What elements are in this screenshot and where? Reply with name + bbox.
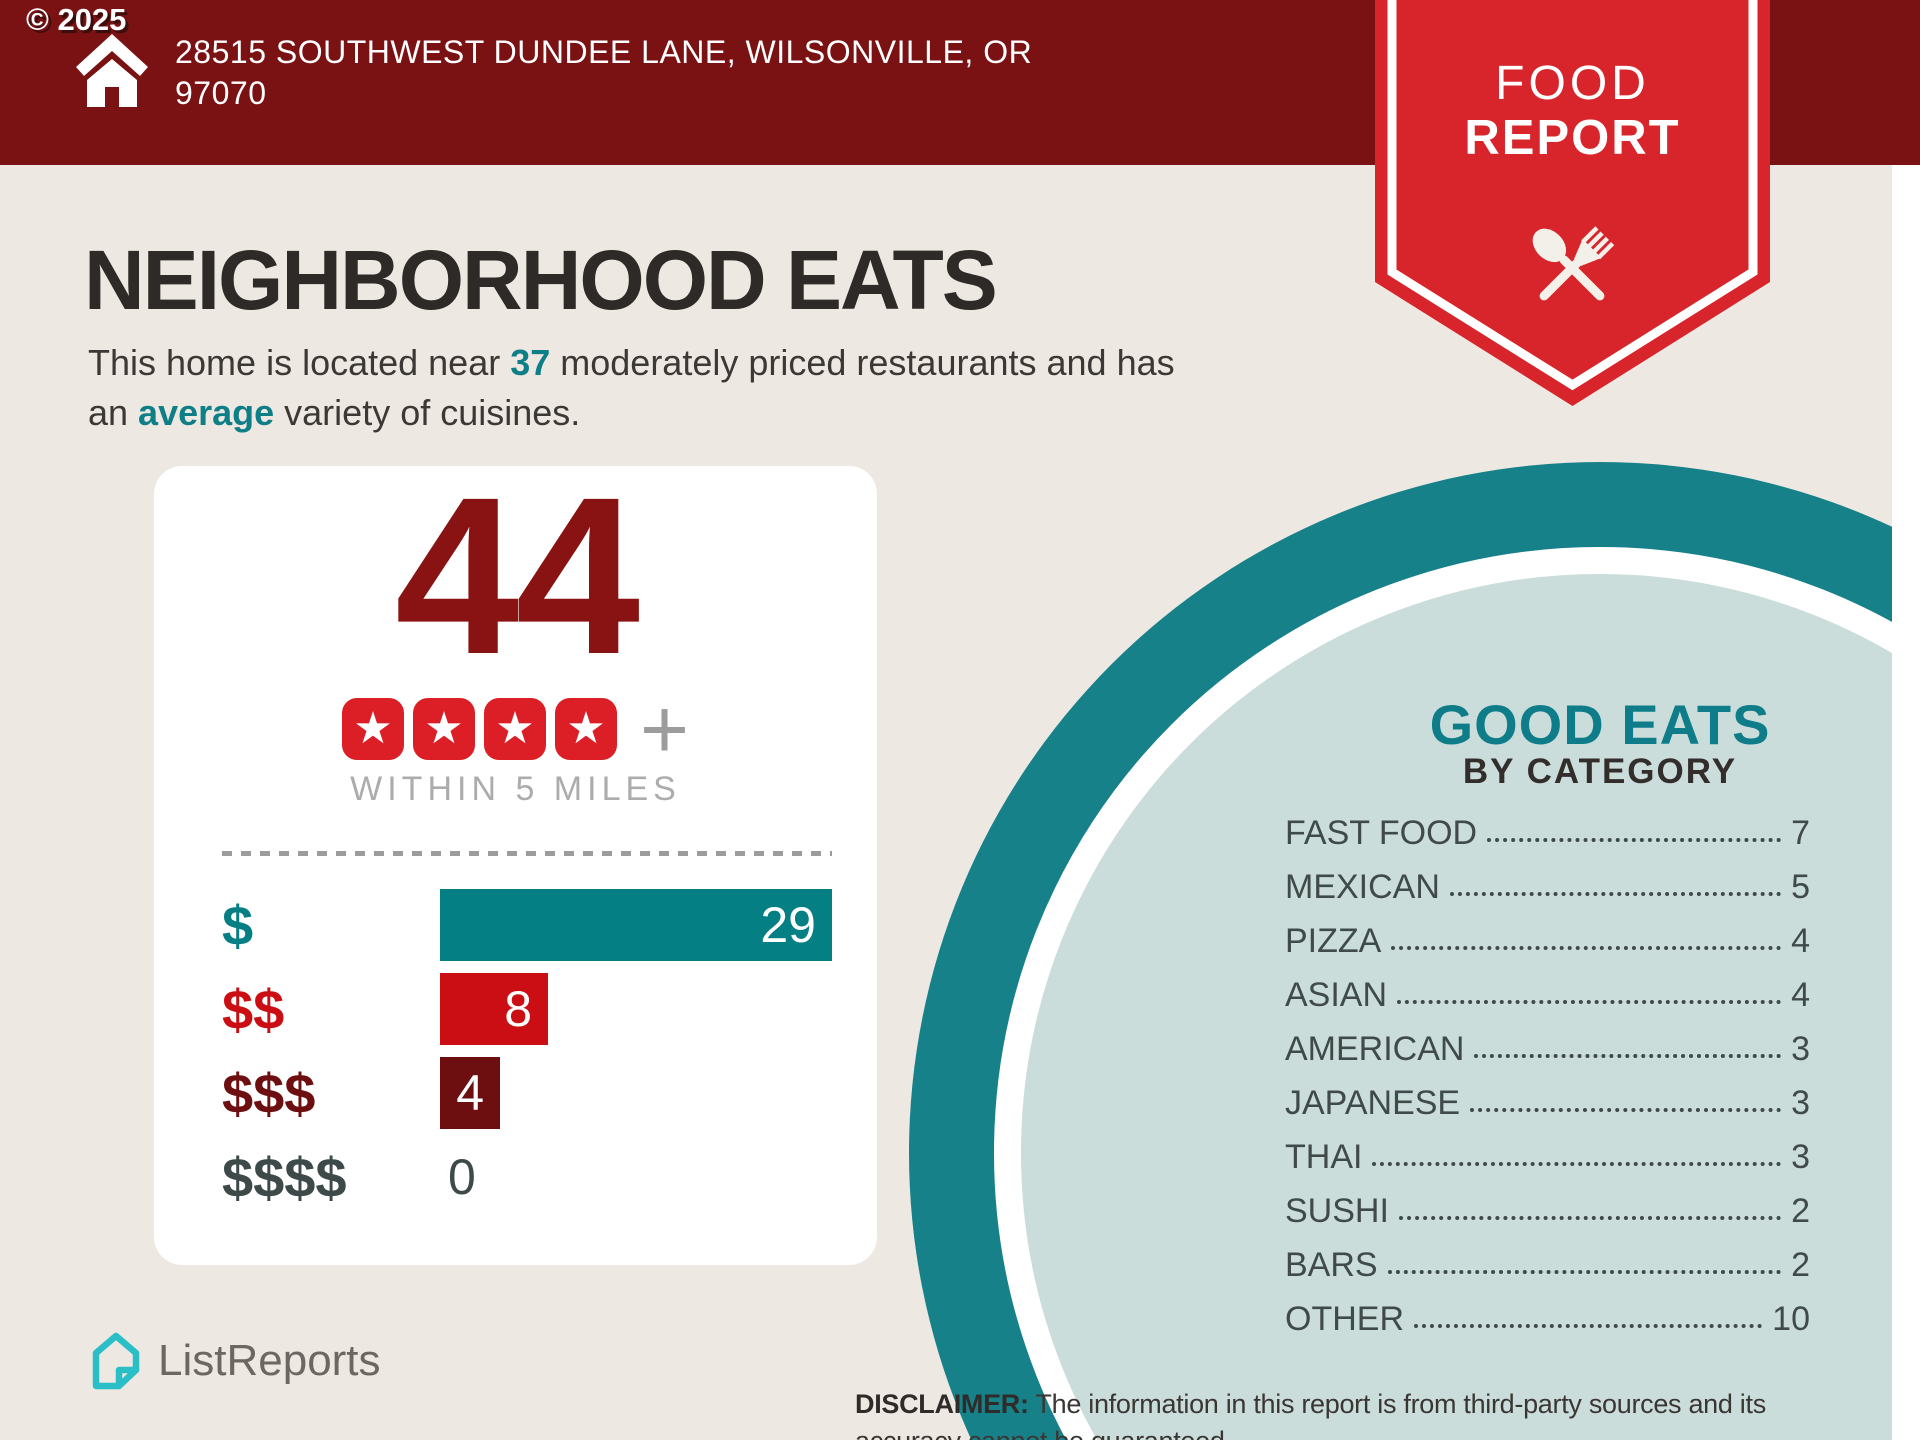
price-tier-label: $: [222, 893, 254, 957]
category-row: THAI 3: [1285, 1130, 1810, 1184]
price-tier-value: 0: [448, 1149, 476, 1205]
dotted-leader: [1372, 1162, 1782, 1166]
dotted-leader: [1387, 1270, 1782, 1274]
category-row: MEXICAN 5: [1285, 860, 1810, 914]
category-count: 2: [1791, 1245, 1810, 1284]
category-count: 4: [1791, 975, 1810, 1014]
dotted-leader: [1398, 1216, 1782, 1220]
price-tier-label: $$: [222, 977, 285, 1041]
listreports-wordmark: ListReports: [158, 1336, 381, 1385]
address-line-1: 28515 SOUTHWEST DUNDEE LANE, WILSONVILLE…: [175, 34, 1033, 70]
category-count: 4: [1791, 921, 1810, 960]
price-tier-value: 4: [456, 1065, 484, 1121]
price-tier-label: $$$$: [222, 1145, 347, 1209]
category-row: JAPANESE 3: [1285, 1076, 1810, 1130]
price-tier-value: 29: [760, 897, 816, 953]
price-tier-row: $$ 8: [222, 973, 832, 1045]
restaurant-stats-card: 44 ★ ★ ★ ★ + WITHIN 5 MILES $29 $$ 8 $$$ 4 $$$$ 0: [154, 451, 877, 1265]
plus-icon: +: [639, 682, 690, 776]
category-row: ASIAN 4: [1285, 968, 1810, 1022]
good-eats-subtitle: BY CATEGORY: [1462, 752, 1738, 791]
price-tier-bar-chart: $29 $$ 8 $$$ 4 $$$$ 0: [222, 889, 832, 1225]
category-label: PIZZA: [1285, 921, 1382, 960]
copyright-watermark: © 2025: [26, 2, 127, 37]
category-count-list: FAST FOOD 7 MEXICAN 5 PIZZA 4 ASIAN 4 AMERICAN 3 J…: [1285, 806, 1810, 1346]
category-count: 2: [1791, 1191, 1810, 1230]
category-label: FAST FOOD: [1285, 813, 1478, 852]
price-tier-bar: 8: [440, 973, 548, 1045]
disclaimer-label: DISCLAIMER:: [855, 1389, 1029, 1419]
price-tier-row: $$$$ 0: [222, 1141, 832, 1213]
category-label: ASIAN: [1285, 975, 1388, 1014]
price-tier-value: 8: [504, 981, 532, 1037]
price-tier-bar: 29: [440, 889, 832, 961]
intro-seg1: This home is located near: [88, 342, 511, 383]
dotted-leader: [1474, 1054, 1782, 1058]
category-count: 5: [1791, 867, 1810, 906]
disclaimer-line-1: DISCLAIMER: The information in this repo…: [855, 1386, 1766, 1423]
category-count: 3: [1791, 1029, 1810, 1068]
food-report-ribbon: FOOD REPORT: [1375, 0, 1770, 410]
listreports-logo: ListReports: [88, 1330, 381, 1392]
category-row: AMERICAN 3: [1285, 1022, 1810, 1076]
price-tier-label: $$$: [222, 1061, 316, 1125]
ribbon-label-report: REPORT: [1464, 111, 1681, 165]
category-label: THAI: [1285, 1137, 1363, 1176]
category-label: OTHER: [1285, 1299, 1404, 1338]
property-address: 28515 SOUTHWEST DUNDEE LANE, WILSONVILLE…: [175, 32, 1032, 114]
price-tier-row: $$$ 4: [222, 1057, 832, 1129]
radius-label: WITHIN 5 MILES: [350, 770, 681, 808]
good-eats-title: GOOD EATS: [1429, 693, 1771, 756]
ribbon-shape: [1375, 0, 1770, 406]
dotted-leader: [1397, 1000, 1782, 1004]
category-label: MEXICAN: [1285, 867, 1440, 906]
intro-seg2: moderately priced restaurants and has an: [88, 342, 1175, 433]
category-label: JAPANESE: [1285, 1083, 1461, 1122]
variety-highlight: average: [138, 392, 275, 433]
ribbon-label-food: FOOD: [1495, 57, 1650, 110]
category-count: 10: [1772, 1299, 1810, 1338]
star-rating: ★ ★ ★ ★ +: [154, 682, 877, 776]
listreports-house-icon: [92, 1332, 140, 1390]
price-tier-bar: 4: [440, 1057, 500, 1129]
home-icon: [76, 34, 148, 107]
total-restaurant-count: 44: [394, 451, 640, 701]
page-title: NEIGHBORHOOD EATS: [84, 233, 998, 327]
disclaimer: DISCLAIMER: The information in this repo…: [855, 1386, 1766, 1440]
intro-seg3: variety of cuisines.: [274, 392, 581, 433]
dotted-leader: [1487, 838, 1782, 842]
dashed-divider: [222, 851, 832, 856]
category-count: 7: [1791, 813, 1810, 852]
category-row: OTHER 10: [1285, 1292, 1810, 1346]
dotted-leader: [1414, 1324, 1763, 1328]
star-icon: ★: [483, 698, 546, 760]
category-label: AMERICAN: [1285, 1029, 1465, 1068]
page-right-margin: [1892, 165, 1920, 1440]
intro-sentence: This home is located near 37 moderately …: [88, 338, 1208, 438]
dotted-leader: [1470, 1108, 1782, 1112]
disclaimer-line-2: accuracy cannot be guaranteed.: [855, 1423, 1766, 1440]
address-line-2: 97070: [175, 75, 267, 111]
star-icon: ★: [412, 698, 475, 760]
category-row: PIZZA 4: [1285, 914, 1810, 968]
disclaimer-text-1: The information in this report is from t…: [1028, 1389, 1766, 1419]
price-tier-row: $29: [222, 889, 832, 961]
star-icon: ★: [341, 698, 404, 760]
star-icon: ★: [554, 698, 617, 760]
category-row: BARS 2: [1285, 1238, 1810, 1292]
dotted-leader: [1449, 892, 1782, 896]
spoon-fork-icon: [1532, 226, 1615, 301]
restaurant-count: 37: [510, 342, 551, 383]
category-row: FAST FOOD 7: [1285, 806, 1810, 860]
dotted-leader: [1391, 946, 1782, 950]
category-count: 3: [1791, 1137, 1810, 1176]
category-count: 3: [1791, 1083, 1810, 1122]
category-label: SUSHI: [1285, 1191, 1389, 1230]
category-label: BARS: [1285, 1245, 1378, 1284]
category-row: SUSHI 2: [1285, 1184, 1810, 1238]
